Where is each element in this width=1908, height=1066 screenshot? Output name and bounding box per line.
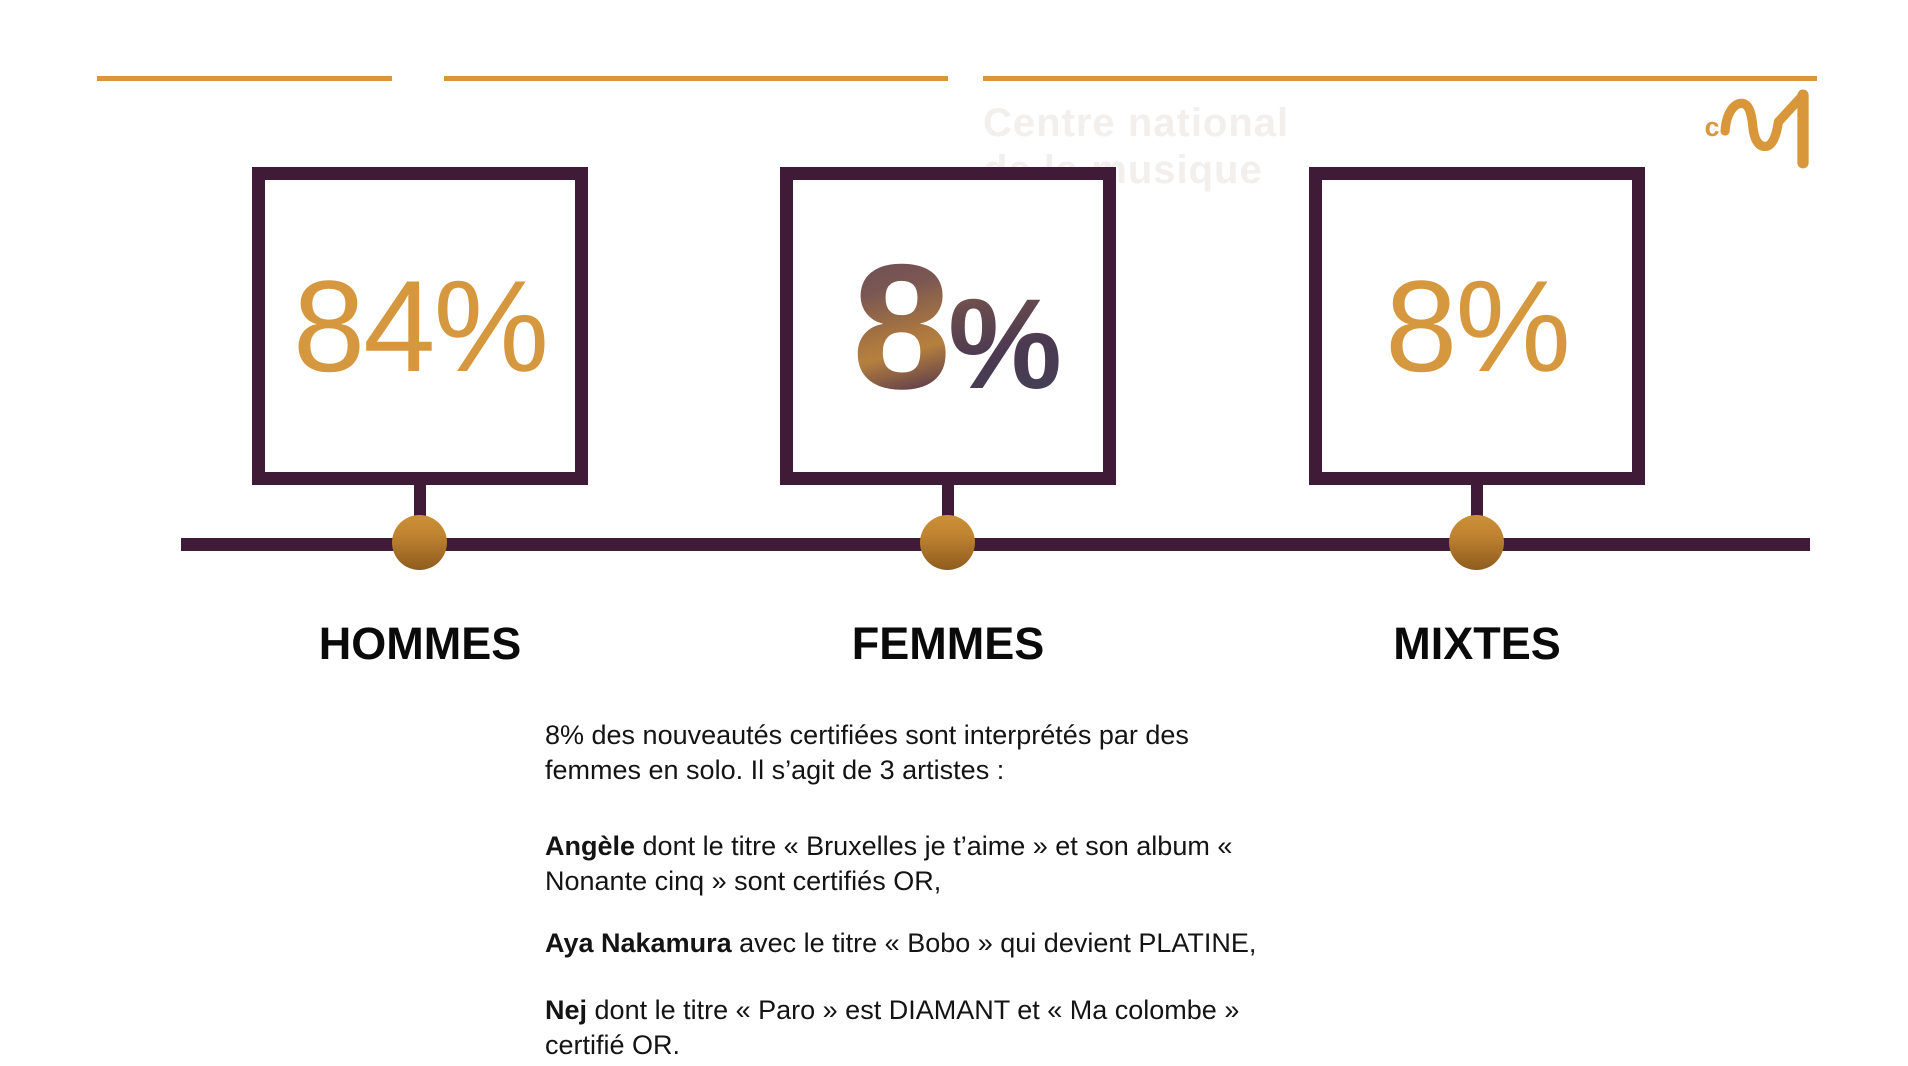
annotation-line: avec le titre « Bobo » qui devient PLATI… [731, 928, 1257, 958]
cnm-logo-icon: c [1705, 89, 1809, 169]
annotation-nej: Nej dont le titre « Paro » est DIAMANT e… [545, 993, 1239, 1063]
timeline-dot-femmes [920, 515, 975, 570]
timeline-dot-mixtes [1449, 515, 1504, 570]
gold-divider-center [444, 76, 948, 81]
annotation-aya-nakamura: Aya Nakamura avec le titre « Bobo » qui … [545, 926, 1256, 961]
category-label-femmes: FEMMES [851, 618, 1045, 669]
artist-name: Nej [545, 995, 588, 1025]
percent-sign: % [1455, 253, 1571, 399]
cnm-logo-wave [1720, 90, 1808, 152]
annotation-line: femmes en solo. Il s’agit de 3 artistes … [545, 755, 1005, 785]
stat-number: 84 [292, 253, 436, 399]
watermark-line1: Centre national [983, 101, 1290, 145]
stat-box-femmes: 8% [780, 167, 1116, 485]
percent-sign: % [433, 253, 550, 399]
stat-value-mixtes: 8% [1385, 251, 1571, 401]
artist-name: Aya Nakamura [545, 928, 732, 958]
annotation-line: 8% des nouveautés certifiées sont interp… [545, 720, 1189, 750]
cnm-logo-letter-c: c [1705, 112, 1720, 142]
stat-box-hommes: 84% [252, 167, 588, 485]
percent-sign: % [948, 272, 1062, 416]
timeline-dot-hommes [392, 515, 447, 570]
watermark-text: Centre national de la musique [983, 100, 1289, 194]
stat-box-mixtes: 8% [1309, 167, 1645, 485]
timeline-axis [181, 538, 1810, 551]
annotation-intro: 8% des nouveautés certifiées sont interp… [545, 718, 1189, 788]
stat-number: 8 [852, 226, 951, 426]
artist-name: Angèle [545, 831, 636, 861]
annotation-line: dont le titre « Paro » est DIAMANT et « … [587, 995, 1240, 1025]
gold-divider-left [97, 76, 392, 81]
category-label-hommes: HOMMES [318, 618, 522, 669]
stat-number: 8 [1385, 253, 1457, 399]
stat-value-femmes: 8% [834, 224, 1062, 429]
cnm-logo: c [1703, 88, 1821, 170]
stat-value-hommes: 84% [292, 251, 550, 401]
annotation-line: Nonante cinq » sont certifiés OR, [545, 866, 942, 896]
gold-divider-right [983, 76, 1817, 81]
annotation-line: certifié OR. [545, 1030, 681, 1060]
annotation-line: dont le titre « Bruxelles je t’aime » et… [635, 831, 1233, 861]
annotation-angele: Angèle dont le titre « Bruxelles je t’ai… [545, 829, 1232, 899]
category-label-mixtes: MIXTES [1393, 618, 1561, 669]
